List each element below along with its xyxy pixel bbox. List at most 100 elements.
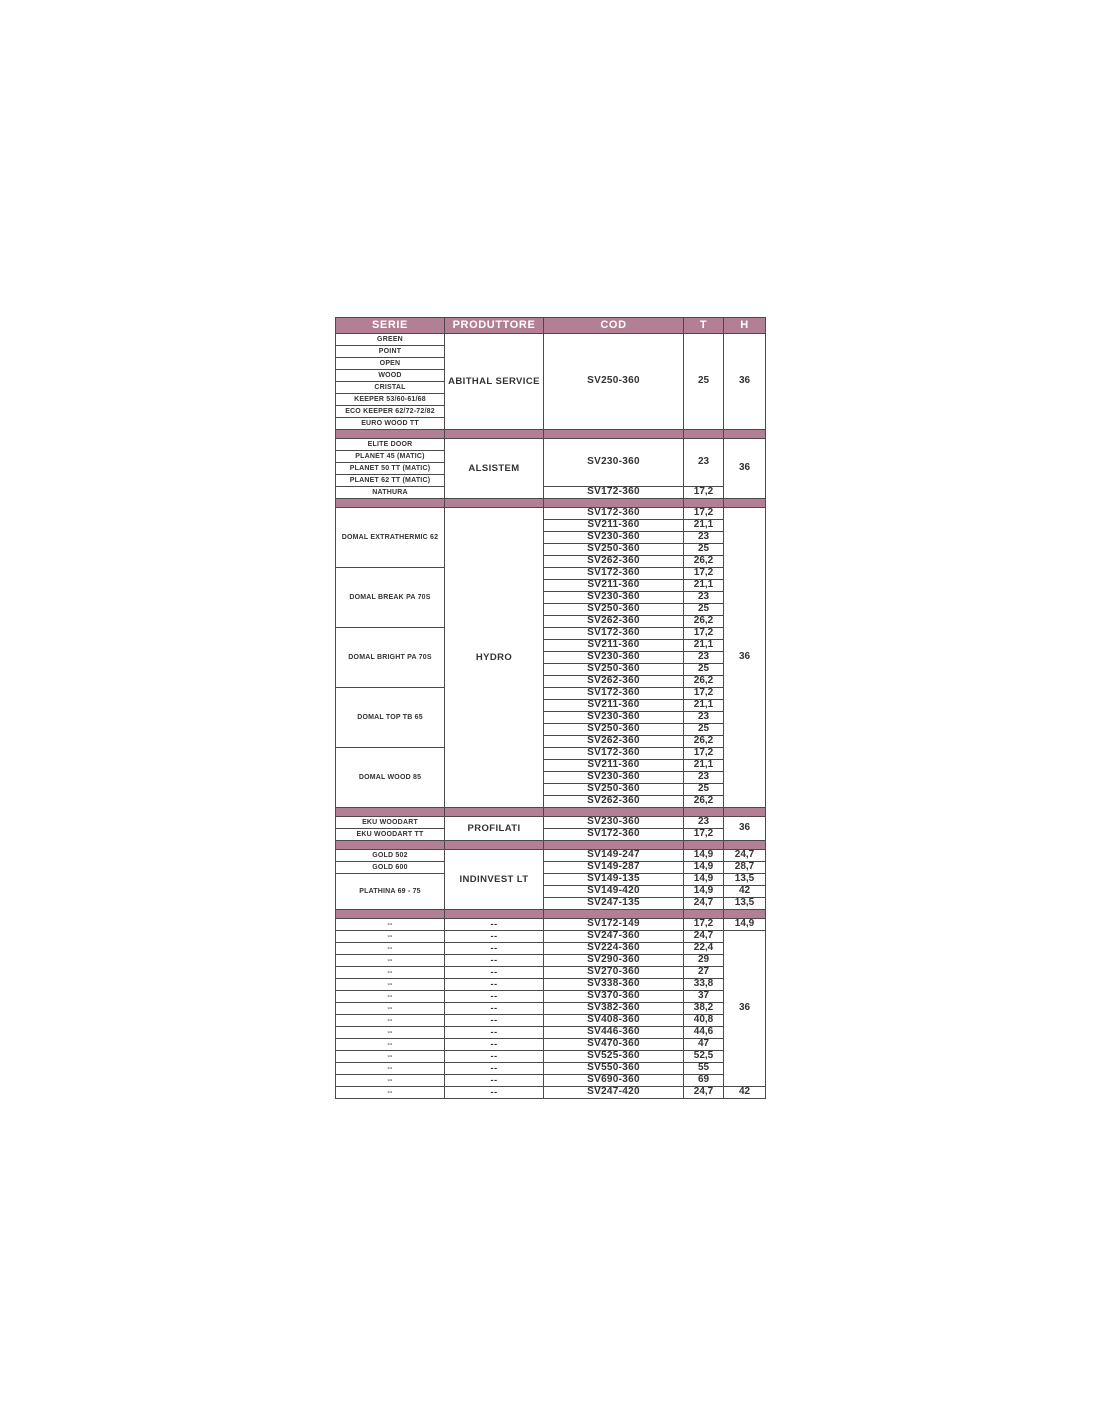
separator-cell bbox=[543, 909, 684, 919]
cell-t: 37 bbox=[683, 990, 724, 1003]
cell-serie: PLATHINA 69 - 75 bbox=[335, 873, 445, 910]
cell-produttore: -- bbox=[444, 930, 544, 943]
table-row: SV211-360 21,1 bbox=[336, 699, 766, 712]
compatibility-table: SERIE PRODUTTORE COD T H GREEN ABITHAL SERVIC… bbox=[335, 317, 766, 1099]
cell-t: 14,9 bbox=[683, 885, 724, 898]
cell-cod: SV270-360 bbox=[543, 966, 684, 979]
cell-cod: SV262-360 bbox=[543, 795, 684, 808]
cell-serie: CRISTAL bbox=[335, 381, 445, 394]
cell-cod: SV446-360 bbox=[543, 1026, 684, 1039]
cell-t: 27 bbox=[683, 966, 724, 979]
table-row: -- -- SV408-360 40,8 bbox=[335, 1014, 766, 1027]
cell-t: 55 bbox=[683, 1062, 724, 1075]
cell-cod: SV247-360 bbox=[543, 930, 684, 943]
separator-cell bbox=[723, 807, 766, 817]
cell-serie: GOLD 600 bbox=[335, 861, 445, 874]
cell-t: 23 bbox=[683, 591, 724, 604]
cell-cod: SV250-360 bbox=[543, 723, 684, 736]
cell-cod: SV172-149 bbox=[543, 918, 684, 931]
cell-t: 21,1 bbox=[683, 699, 724, 712]
cell-produttore: -- bbox=[444, 990, 544, 1003]
cell-cod: SV382-360 bbox=[543, 1002, 684, 1015]
table-row: -- -- SV470-360 47 bbox=[335, 1038, 766, 1051]
separator-cell bbox=[444, 429, 544, 439]
cell-cod: SV250-360 bbox=[543, 663, 684, 676]
cell-cod: SV149-287 bbox=[543, 861, 684, 874]
cell-t: 17,2 bbox=[683, 918, 724, 931]
cell-cod: SV230-360 bbox=[543, 531, 684, 544]
separator-cell bbox=[683, 498, 724, 508]
cell-t: 26,2 bbox=[683, 675, 724, 688]
table-row: SV250-360 25 bbox=[336, 663, 766, 676]
column-header-serie: SERIE bbox=[335, 317, 445, 334]
table-row: SV262-360 26,2 bbox=[336, 735, 766, 748]
cell-cod: SV262-360 bbox=[543, 615, 684, 628]
cell-t: 40,8 bbox=[683, 1014, 724, 1027]
separator-cell bbox=[335, 498, 445, 508]
cell-serie: OPEN bbox=[335, 357, 445, 370]
table-row: SV230-360 23 bbox=[336, 711, 766, 724]
cell-h: 13,5 bbox=[723, 897, 766, 910]
cell-t: 22,4 bbox=[683, 942, 724, 955]
cell-cod: SV172-360 bbox=[543, 828, 684, 841]
cell-cod: SV211-360 bbox=[543, 519, 684, 532]
cell-serie: -- bbox=[335, 1002, 445, 1015]
cell-h: 36 bbox=[723, 438, 766, 499]
separator-row bbox=[335, 840, 766, 850]
cell-t: 25 bbox=[683, 663, 724, 676]
separator-cell bbox=[335, 807, 445, 817]
table-row: -- -- SV224-360 22,4 bbox=[335, 942, 766, 955]
separator-cell bbox=[543, 429, 684, 439]
separator-cell bbox=[444, 807, 544, 817]
cell-t: 26,2 bbox=[683, 735, 724, 748]
cell-serie: -- bbox=[335, 1086, 445, 1099]
cell-t: 21,1 bbox=[683, 639, 724, 652]
cell-produttore: -- bbox=[444, 1026, 544, 1039]
cell-serie: PLANET 62 TT (MATIC) bbox=[335, 474, 445, 487]
cell-cod: SV224-360 bbox=[543, 942, 684, 955]
separator-cell bbox=[723, 498, 766, 508]
cell-t: 17,2 bbox=[683, 828, 724, 841]
cell-serie: DOMAL WOOD 85 bbox=[335, 747, 445, 808]
separator-cell bbox=[683, 807, 724, 817]
cell-serie: -- bbox=[335, 1026, 445, 1039]
cell-h: 36 bbox=[723, 930, 766, 1087]
table-row: GREEN ABITHAL SERVICE SV250-360 25 36 bbox=[335, 333, 766, 430]
cell-serie: ECO KEEPER 62/72-72/82 bbox=[335, 405, 445, 418]
table-row: NATHURA SV172-360 17,2 bbox=[335, 486, 766, 499]
cell-produttore: ABITHAL SERVICE bbox=[444, 333, 544, 430]
separator-cell bbox=[444, 909, 544, 919]
table-row: -- -- SV247-420 24,7 42 bbox=[335, 1086, 766, 1099]
cell-cod: SV250-360 bbox=[543, 603, 684, 616]
cell-produttore: HYDRO bbox=[444, 507, 544, 808]
separator-cell bbox=[335, 429, 445, 439]
cell-t: 14,9 bbox=[683, 861, 724, 874]
cell-t: 17,2 bbox=[683, 486, 724, 499]
cell-produttore: -- bbox=[444, 1074, 544, 1087]
column-header-produttore: PRODUTTORE bbox=[444, 317, 544, 334]
cell-produttore: -- bbox=[444, 1050, 544, 1063]
cell-cod: SV211-360 bbox=[543, 699, 684, 712]
table-row: DOMAL BREAK PA 70S SV172-360 17,2 bbox=[335, 567, 766, 628]
cell-cod: SV690-360 bbox=[543, 1074, 684, 1087]
cell-t: 38,2 bbox=[683, 1002, 724, 1015]
cell-serie: DOMAL BREAK PA 70S bbox=[335, 567, 445, 628]
cell-t: 29 bbox=[683, 954, 724, 967]
cell-t: 21,1 bbox=[683, 519, 724, 532]
cell-t: 47 bbox=[683, 1038, 724, 1051]
column-header-t: T bbox=[683, 317, 724, 334]
cell-serie: -- bbox=[335, 930, 445, 943]
table-row: -- -- SV247-360 24,7 36 bbox=[335, 930, 766, 1087]
cell-serie: -- bbox=[335, 1014, 445, 1027]
separator-cell bbox=[723, 840, 766, 850]
cell-t: 23 bbox=[683, 816, 724, 829]
cell-serie: ELITE DOOR bbox=[335, 438, 445, 451]
cell-produttore: -- bbox=[444, 1002, 544, 1015]
cell-cod: SV149-135 bbox=[543, 873, 684, 886]
cell-h: 36 bbox=[723, 816, 766, 841]
cell-h: 28,7 bbox=[723, 861, 766, 874]
cell-serie: POINT bbox=[335, 345, 445, 358]
cell-t: 24,7 bbox=[683, 930, 724, 943]
table-row: EKU WOODART TT SV172-360 17,2 bbox=[335, 828, 766, 841]
cell-serie: DOMAL BRIGHT PA 70S bbox=[335, 627, 445, 688]
